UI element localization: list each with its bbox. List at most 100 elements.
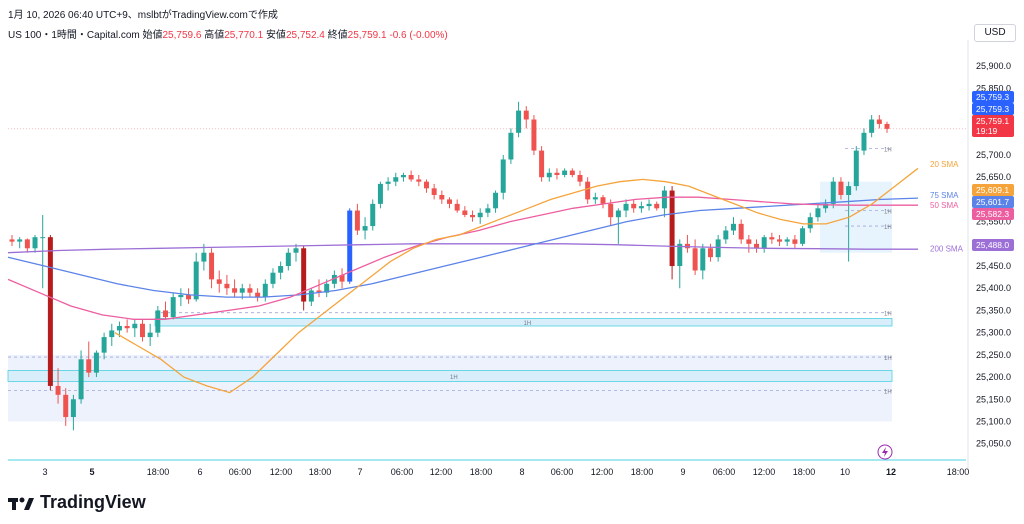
candle-body (577, 175, 583, 182)
candle-body (239, 288, 245, 293)
candle-body (400, 175, 406, 178)
candle-body (823, 203, 829, 209)
candle-body (730, 223, 736, 231)
zone-label: 1H (884, 210, 892, 216)
support-zone-lower (8, 354, 892, 422)
candle-body (247, 288, 253, 293)
candle-body (539, 150, 545, 178)
x-tick-label: 18:00 (631, 467, 654, 477)
symbol-info: US 100・1時間・Capital.com 始値25,759.6 高値25,7… (8, 26, 448, 41)
candle-body (792, 239, 798, 244)
candle-body (723, 230, 729, 240)
candle-body (830, 181, 836, 204)
x-tick-label: 6 (197, 467, 202, 477)
candle-body (216, 279, 222, 284)
sma200-line (7, 243, 918, 254)
currency-button[interactable]: USD (974, 24, 1016, 42)
sma75-line (7, 197, 919, 298)
candle-body (669, 190, 675, 267)
candle-body (224, 283, 230, 289)
candle-body (55, 385, 61, 395)
y-tick-label: 25,700.0 (976, 150, 1011, 160)
price-tag (972, 91, 1014, 103)
candle-body (316, 290, 322, 293)
change-value: -0.6 (-0.00%) (389, 30, 448, 41)
candle-body (462, 210, 468, 215)
y-tick-label: 25,250.0 (976, 350, 1011, 360)
candle-body (209, 252, 215, 280)
zone-band (7, 370, 893, 382)
zone-label: 1H (450, 375, 458, 381)
candle-body (86, 359, 92, 373)
x-tick-label: 06:00 (229, 467, 252, 477)
candle-body (715, 239, 721, 258)
tradingview-logo[interactable]: TradingView (8, 492, 146, 513)
price-tag (972, 103, 1014, 115)
low-value: 25,752.4 (285, 30, 325, 41)
candle-body (47, 237, 53, 386)
x-tick-label: 18:00 (470, 467, 493, 477)
x-tick-label: 12:00 (270, 467, 293, 477)
y-tick-label: 25,350.0 (976, 305, 1011, 315)
candle-body (707, 248, 713, 258)
candle-body (631, 203, 637, 209)
sma-label: 75 SMA (930, 191, 959, 200)
candle-body (569, 170, 575, 176)
candle-body (447, 199, 452, 204)
y-tick-label: 25,450.0 (976, 261, 1011, 271)
y-tick-label: 25,300.0 (976, 328, 1011, 338)
candle-body (477, 212, 483, 218)
price-tag (972, 208, 1014, 220)
candle-body (623, 203, 629, 211)
sma-label: 20 SMA (930, 160, 959, 169)
candle-body (661, 190, 667, 209)
candle-body (393, 177, 399, 182)
price-tag-label: 25,582.3 (976, 209, 1009, 219)
x-tick-label: 18:00 (309, 467, 332, 477)
open-value: 25,759.6 (162, 30, 202, 41)
zone-label: 1H (524, 321, 532, 327)
price-chart[interactable]: 1H1H1H1H1H1H1H1H25,900.025,850.025,800.0… (0, 0, 1024, 490)
candle-body (70, 399, 76, 418)
candle-body (423, 181, 429, 189)
y-tick-label: 25,050.0 (976, 439, 1011, 449)
x-tick-label: 18:00 (793, 467, 816, 477)
candle-body (562, 170, 568, 176)
price-tag (972, 239, 1014, 251)
candle-body (585, 181, 591, 200)
candle-body (193, 261, 199, 300)
candle-body (17, 239, 23, 242)
candle-body (439, 194, 445, 200)
candle-body (24, 239, 30, 249)
x-tick-label: 06:00 (551, 467, 574, 477)
candle-body (608, 203, 614, 218)
candle-body (9, 239, 15, 242)
candle-body (677, 243, 683, 267)
candle-body (853, 150, 859, 187)
y-tick-label: 25,550.0 (976, 217, 1011, 227)
brand-name: TradingView (40, 492, 146, 512)
close-label: 終値 (327, 30, 348, 41)
candle-body (270, 272, 276, 284)
x-tick-label: 8 (519, 467, 524, 477)
candle-body (331, 274, 337, 284)
candle-body (262, 283, 268, 298)
candle-body (738, 223, 744, 240)
candle-body (324, 283, 330, 293)
candle-body (470, 214, 476, 218)
zone-band (154, 318, 893, 327)
candle-body (485, 208, 491, 213)
candle-body (769, 237, 775, 240)
candle-body (546, 172, 552, 178)
candle-body (531, 119, 537, 151)
symbol-name[interactable]: US 100・1時間・Capital.com (8, 30, 140, 41)
candle-body (147, 332, 153, 338)
price-tag-label: 25,759.1 (976, 116, 1009, 126)
y-tick-label: 25,650.0 (976, 172, 1011, 182)
candle-body (377, 183, 383, 204)
y-tick-label: 25,400.0 (976, 283, 1011, 293)
zone-label: 1H (884, 225, 892, 231)
candle-body (101, 337, 107, 353)
x-tick-label: 18:00 (947, 467, 970, 477)
x-tick-label: 10 (840, 467, 850, 477)
